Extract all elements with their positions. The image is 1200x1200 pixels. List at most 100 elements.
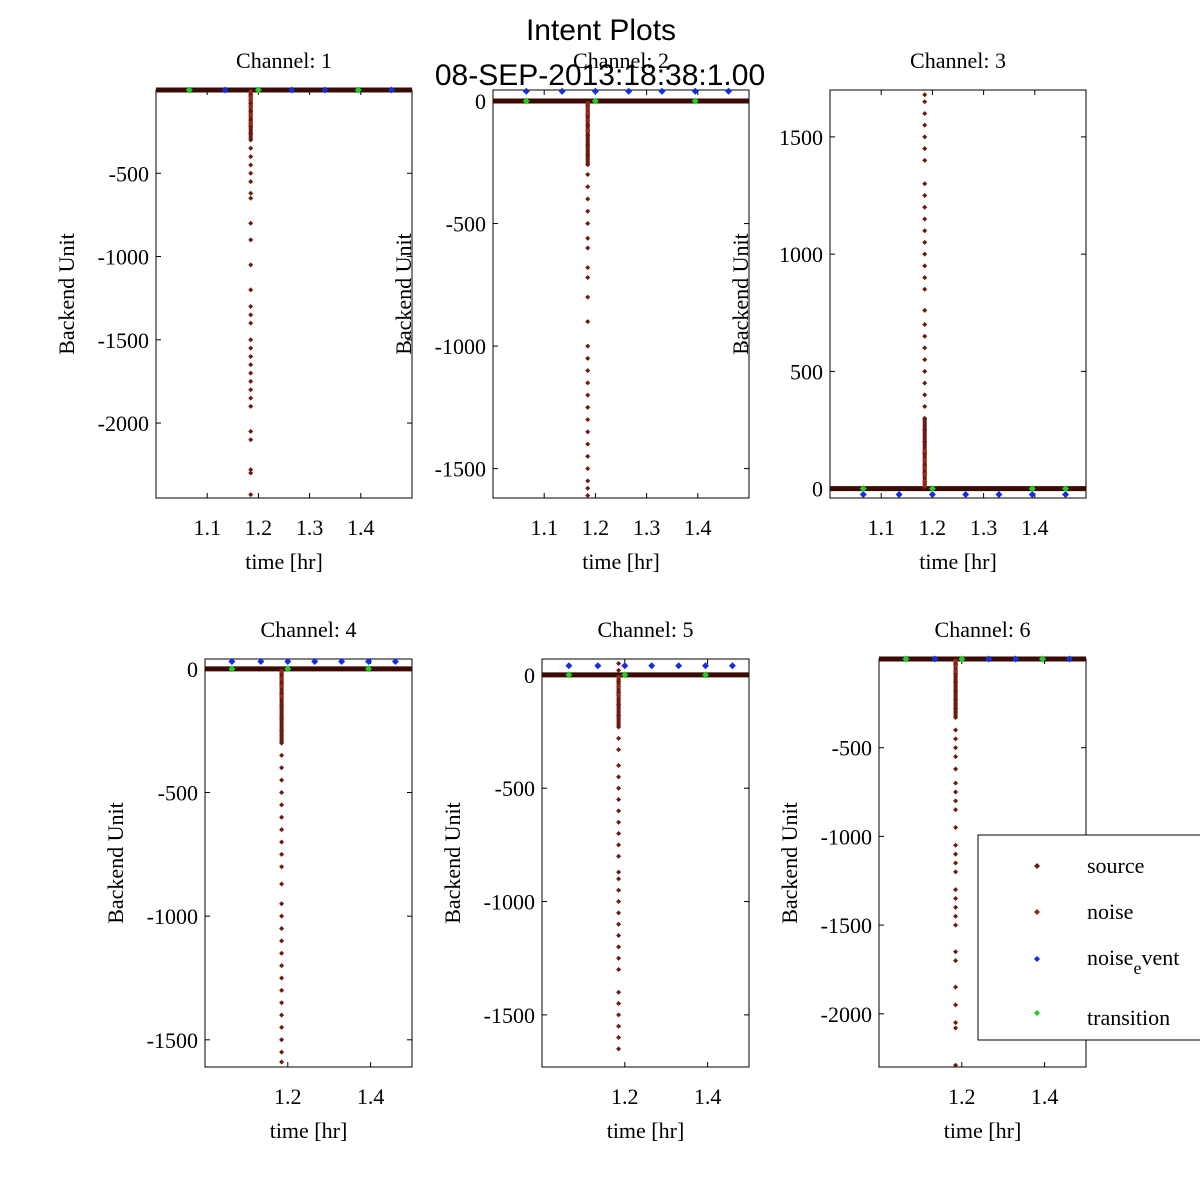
chart-channel-5: Channel: 5 1.2 1.4 0 -500 -1000 -1500 time [hr]…	[440, 617, 750, 1143]
noise-event-point	[321, 86, 329, 94]
y-tick-label: 0	[475, 89, 486, 114]
transition-point	[1028, 485, 1036, 493]
noise-event-point	[702, 662, 710, 670]
x-tick-label: 1.4	[684, 515, 712, 540]
y-axis-label: Backend Unit	[777, 802, 802, 924]
source-point	[616, 679, 622, 685]
noise-point	[922, 472, 928, 478]
x-tick-label: 1.2	[274, 1084, 302, 1109]
source-point	[922, 357, 928, 363]
x-axis-label: time [hr]	[919, 549, 997, 574]
noise-point	[248, 89, 254, 95]
source-point	[585, 196, 591, 202]
source-point	[616, 724, 622, 730]
chart-channel-2: Channel: 2 1.1 1.2 1.3 1.4 0 -500 -1000 -1500 tim…	[391, 48, 750, 574]
source-point	[585, 162, 591, 168]
source-point	[616, 1001, 622, 1007]
source-point	[279, 1049, 285, 1055]
source-point	[279, 740, 285, 746]
source-point	[248, 312, 254, 318]
data-marks	[830, 92, 1086, 498]
legend-noise-event-label: noiseevent	[1087, 945, 1179, 978]
source-point	[616, 713, 622, 719]
axes-frame	[155, 89, 413, 499]
source-point	[616, 667, 622, 673]
source-point	[616, 853, 622, 859]
noise-event-point	[928, 490, 936, 498]
noise-event-point	[675, 662, 683, 670]
source-point	[953, 887, 959, 893]
source-point	[279, 926, 285, 932]
y-axis-label: Backend Unit	[728, 233, 753, 355]
source-point	[248, 137, 254, 143]
x-axis-label: time [hr]	[582, 549, 660, 574]
source-point	[616, 1046, 622, 1052]
source-point	[616, 785, 622, 791]
y-tick-label: -1500	[147, 1028, 198, 1053]
noise-event-point	[365, 657, 373, 665]
source-point	[616, 797, 622, 803]
y-tick-label: -500	[158, 781, 198, 806]
chart-channel-6: Channel: 6 1.2 1.4 -500 -1000 -1500 -2000 time …	[777, 617, 1087, 1143]
source-point	[248, 154, 254, 160]
y-tick-label: 500	[790, 359, 823, 384]
noise-event-point	[558, 87, 566, 95]
source-point	[922, 251, 928, 257]
transition-point	[365, 665, 373, 673]
noise-event-point	[565, 662, 573, 670]
legend-source-marker	[1034, 863, 1040, 869]
source-point	[953, 745, 959, 751]
source-point	[953, 825, 959, 831]
y-tick-label: 1500	[779, 125, 823, 150]
transition-point	[565, 671, 573, 679]
source-point	[279, 881, 285, 887]
legend-noise-event-sub: e	[1133, 958, 1141, 978]
x-tick-label: 1.4	[1031, 1084, 1059, 1109]
source-point	[248, 190, 254, 196]
noise-event-point	[391, 657, 399, 665]
chart-title: Channel: 1	[236, 48, 332, 73]
source-point	[922, 181, 928, 187]
source-point	[922, 239, 928, 245]
source-point	[248, 345, 254, 351]
source-point	[922, 193, 928, 199]
source-point	[616, 831, 622, 837]
source-point	[616, 955, 622, 961]
legend-source-label: source	[1087, 853, 1144, 878]
source-point	[585, 221, 591, 227]
source-point	[922, 345, 928, 351]
source-point	[585, 466, 591, 472]
source-point	[616, 910, 622, 916]
source-point	[585, 404, 591, 410]
y-tick-label: -1000	[147, 904, 198, 929]
noise-point	[279, 683, 285, 689]
source-point	[616, 808, 622, 814]
chart-channel-4: Channel: 4 1.2 1.4 0 -500 -1000 -1500 time [hr]…	[103, 617, 413, 1143]
source-point	[279, 1037, 285, 1043]
source-point	[585, 392, 591, 398]
axes-frame	[541, 658, 750, 1068]
source-point	[585, 478, 591, 484]
source-point	[248, 179, 254, 185]
noise-event-point	[311, 657, 319, 665]
source-point	[248, 337, 254, 343]
source-point	[953, 851, 959, 857]
source-point	[953, 1002, 959, 1008]
source-point	[279, 913, 285, 919]
figure-subtitle: 08-SEP-2013:18:38:1.00	[435, 59, 765, 92]
source-point	[279, 827, 285, 833]
noise-point	[922, 465, 928, 471]
source-point	[248, 170, 254, 176]
source-point	[248, 195, 254, 201]
source-point	[616, 763, 622, 769]
noise-point	[585, 127, 591, 133]
y-tick-label: -1000	[821, 824, 872, 849]
figure-title: Intent Plots	[526, 14, 676, 47]
transition-point	[958, 655, 966, 663]
noise-point	[922, 448, 928, 454]
x-tick-label: 1.3	[296, 515, 324, 540]
chart-title: Channel: 3	[910, 48, 1006, 73]
x-tick-label: 1.2	[919, 515, 947, 540]
source-point	[279, 728, 285, 734]
transition-point	[1062, 485, 1070, 493]
